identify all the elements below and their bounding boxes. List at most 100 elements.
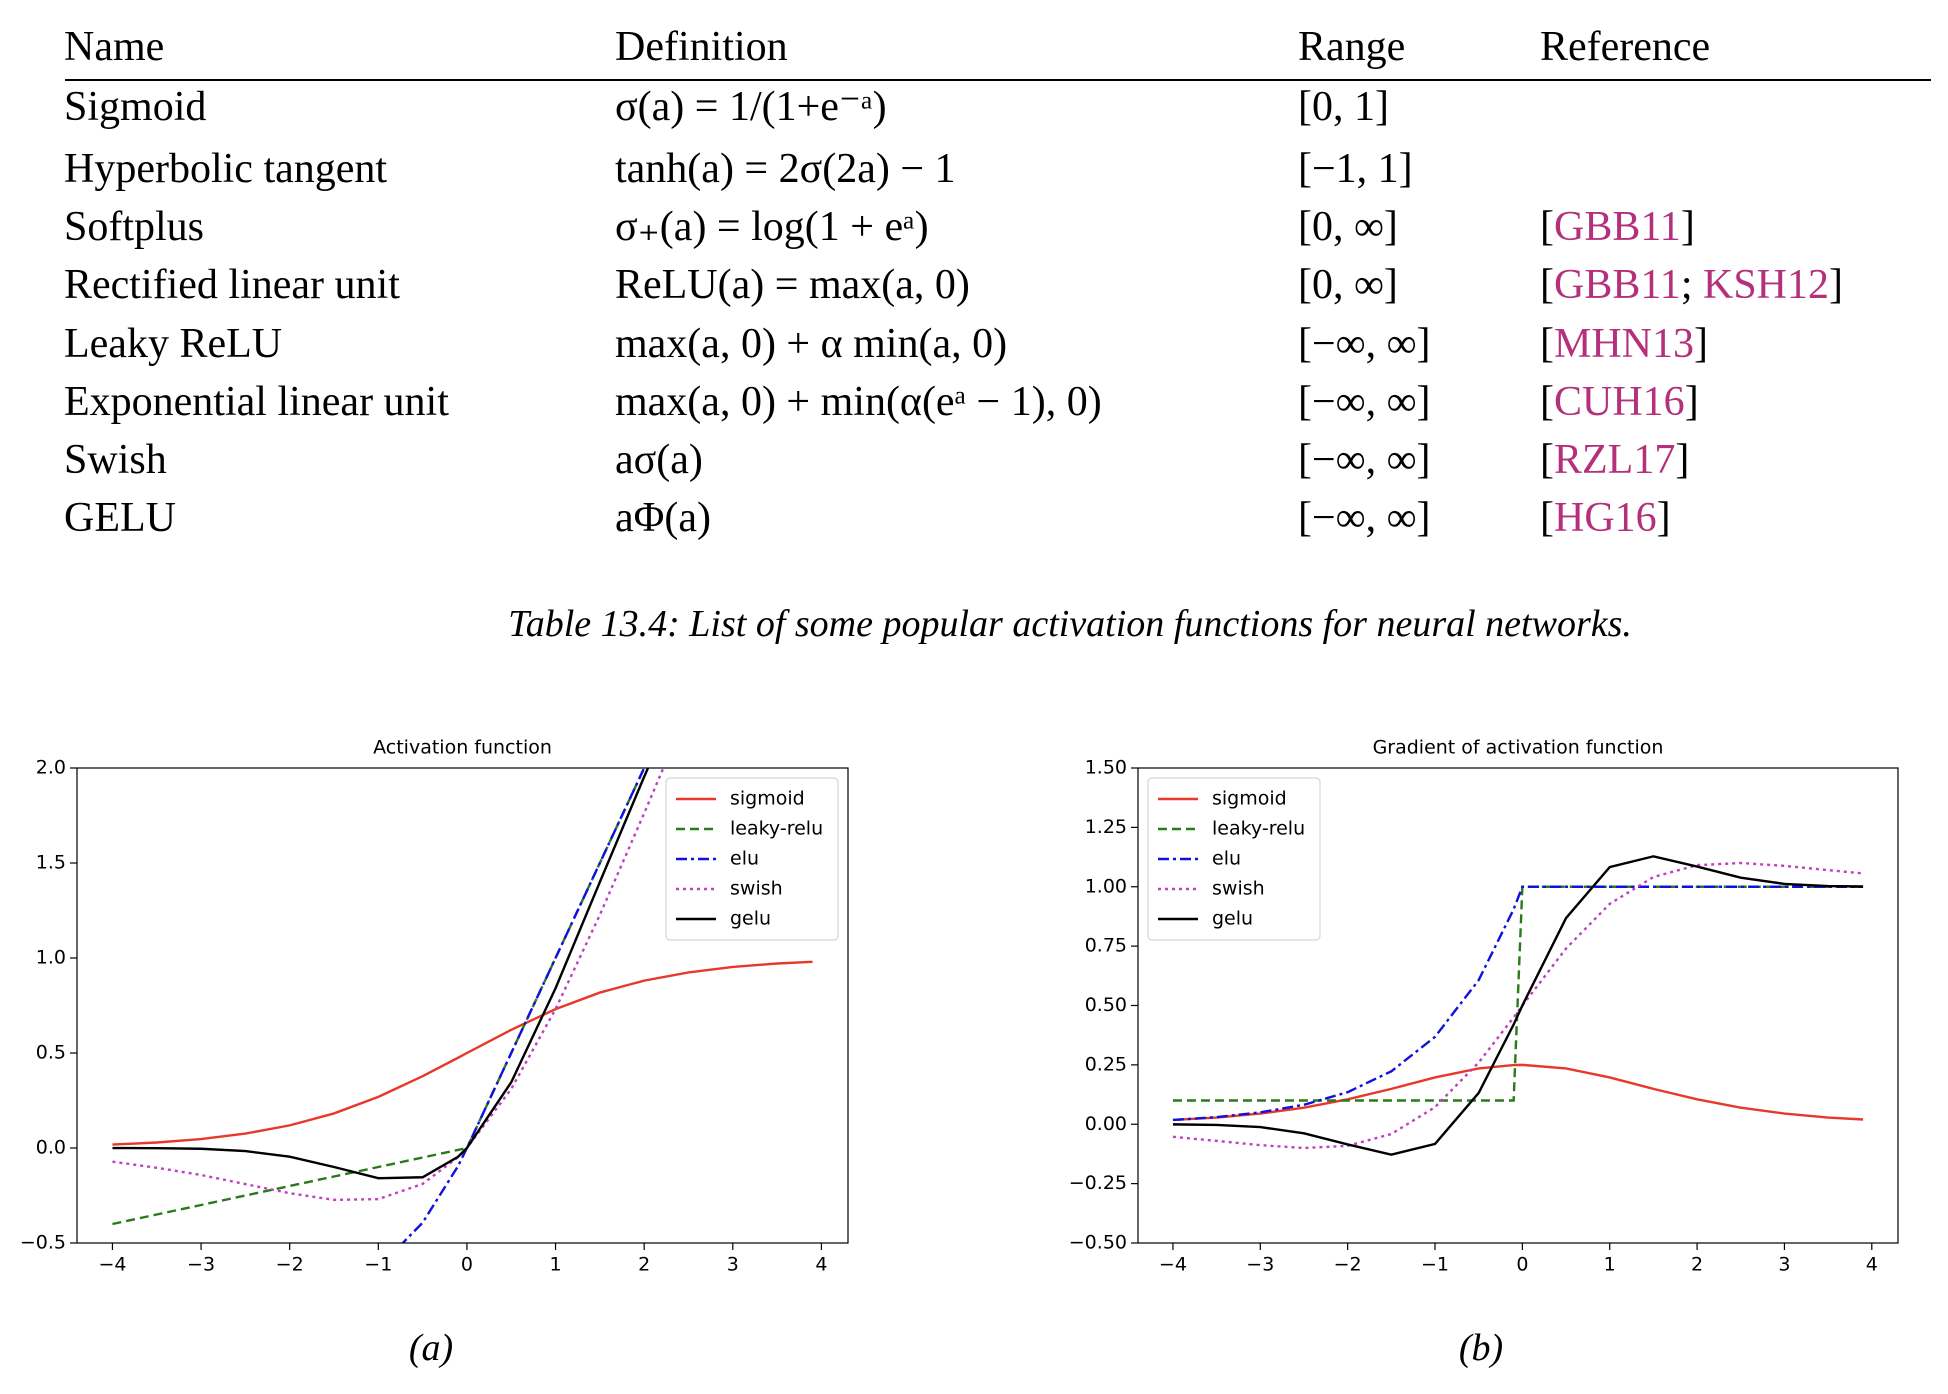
legend-label: gelu	[1212, 908, 1253, 930]
reference-punct: ]	[1675, 437, 1689, 483]
x-tick-label: 1	[1604, 1254, 1616, 1276]
row-name: Swish	[64, 437, 167, 483]
axes-frame	[76, 767, 849, 1244]
row-reference: [GBB11]	[1540, 204, 1695, 250]
x-tick-label: 2	[638, 1254, 650, 1276]
chart-title: Activation function	[373, 737, 552, 759]
legend: sigmoid leaky-relu elu swish gelu	[1147, 777, 1321, 941]
line-series	[401, 768, 646, 1243]
x-tick-label: 3	[1778, 1254, 1790, 1276]
reference-link[interactable]: MHN13	[1554, 321, 1694, 367]
row-range: [−∞, ∞]	[1298, 437, 1431, 483]
y-tick-label: −0.5	[20, 1232, 66, 1254]
chart: Gradient of activation function −4 −3 −2 −1 0…	[1069, 737, 1899, 1276]
line-series	[112, 960, 813, 1146]
figure-caption: (a)	[409, 1327, 453, 1369]
x-tick-label: −4	[1159, 1254, 1187, 1276]
row-range: [−∞, ∞]	[1298, 495, 1431, 541]
reference-punct: ]	[1657, 495, 1671, 541]
reference-punct: [	[1540, 379, 1554, 425]
reference-link[interactable]: KSH12	[1703, 262, 1829, 308]
legend-label: sigmoid	[730, 788, 805, 810]
row-name: Leaky ReLU	[64, 321, 282, 367]
plot-area	[1172, 855, 1864, 1156]
y-tick-label: 0.0	[36, 1137, 66, 1159]
legend-label: swish	[1212, 878, 1265, 900]
row-range: [0, 1]	[1298, 84, 1389, 130]
reference-link[interactable]: GBB11	[1554, 204, 1681, 250]
row-reference: [HG16]	[1540, 495, 1671, 541]
x-tick-label: −1	[364, 1254, 392, 1276]
x-tick-label: −2	[276, 1254, 304, 1276]
reference-punct: ;	[1681, 262, 1703, 308]
row-definition: tanh(a) = 2σ(2a) − 1	[615, 146, 956, 192]
row-definition: aΦ(a)	[615, 495, 711, 541]
legend-label: swish	[730, 878, 783, 900]
legend-label: elu	[1212, 848, 1241, 870]
row-definition: max(a, 0) + min(α(eᵃ − 1), 0)	[615, 379, 1102, 425]
row-range: [−1, 1]	[1298, 146, 1413, 192]
reference-punct: ]	[1685, 379, 1699, 425]
axes-frame	[1137, 767, 1899, 1244]
line-series	[1172, 885, 1864, 1122]
line-series	[112, 768, 646, 1226]
row-definition: σ(a) = 1/(1+e⁻ᵃ)	[615, 84, 887, 130]
x-tick-label: −3	[1246, 1254, 1274, 1276]
figure-caption: (b)	[1459, 1327, 1503, 1369]
reference-punct: [	[1540, 262, 1554, 308]
legend-box	[1147, 777, 1321, 941]
row-definition: max(a, 0) + α min(a, 0)	[615, 321, 1007, 367]
line-series	[1172, 1063, 1864, 1122]
legend-label: leaky-relu	[730, 818, 823, 840]
chart-title: Gradient of activation function	[1373, 737, 1664, 759]
row-name: GELU	[64, 495, 176, 541]
x-tick-label: −3	[187, 1254, 215, 1276]
y-tick-label: 0.50	[1085, 994, 1127, 1016]
row-reference: [GBB11; KSH12]	[1540, 262, 1843, 308]
x-tick-label: −2	[1334, 1254, 1362, 1276]
plot-area	[112, 768, 813, 1243]
reference-link[interactable]: CUH16	[1554, 379, 1685, 425]
reference-punct: ]	[1829, 262, 1843, 308]
row-definition: aσ(a)	[615, 437, 703, 483]
y-tick-label: 1.0	[36, 947, 66, 969]
reference-punct: [	[1540, 321, 1554, 367]
x-tick-label: 4	[815, 1254, 827, 1276]
reference-punct: [	[1540, 437, 1554, 483]
row-name: Exponential linear unit	[64, 379, 449, 425]
x-tick-label: 1	[550, 1254, 562, 1276]
y-tick-label: −0.50	[1069, 1232, 1127, 1254]
row-reference: [CUH16]	[1540, 379, 1699, 425]
table-caption: Table 13.4: List of some popular activat…	[508, 603, 1632, 645]
row-reference: [RZL17]	[1540, 437, 1689, 483]
legend-label: sigmoid	[1212, 788, 1287, 810]
x-tick-label: 0	[1516, 1254, 1528, 1276]
y-tick-label: 0.25	[1085, 1053, 1127, 1075]
chart: Activation function −4 −3 −2 −1 0 1 2 3 4 −0.5 0.0 0…	[20, 737, 849, 1276]
line-series	[112, 768, 650, 1180]
y-tick-label: 1.5	[36, 852, 66, 874]
row-range: [−∞, ∞]	[1298, 321, 1431, 367]
line-series	[1172, 855, 1864, 1156]
x-tick-label: −4	[98, 1254, 126, 1276]
column-header: Name	[64, 24, 164, 70]
row-range: [0, ∞]	[1298, 204, 1398, 250]
x-tick-label: −1	[1421, 1254, 1449, 1276]
reference-link[interactable]: HG16	[1554, 495, 1657, 541]
reference-punct: ]	[1694, 321, 1708, 367]
row-range: [0, ∞]	[1298, 262, 1398, 308]
reference-link[interactable]: RZL17	[1554, 437, 1675, 483]
row-definition: σ₊(a) = log(1 + eᵃ)	[615, 204, 929, 250]
row-reference: [MHN13]	[1540, 321, 1708, 367]
y-tick-label: 1.00	[1085, 875, 1127, 897]
legend: sigmoid leaky-relu elu swish gelu	[665, 777, 839, 941]
x-tick-label: 0	[461, 1254, 473, 1276]
y-tick-label: 0.75	[1085, 935, 1127, 957]
x-tick-label: 2	[1691, 1254, 1703, 1276]
row-name: Sigmoid	[64, 84, 206, 130]
column-header: Definition	[615, 24, 788, 70]
row-definition: ReLU(a) = max(a, 0)	[615, 262, 970, 308]
row-name: Hyperbolic tangent	[64, 146, 387, 192]
reference-link[interactable]: GBB11	[1554, 262, 1681, 308]
